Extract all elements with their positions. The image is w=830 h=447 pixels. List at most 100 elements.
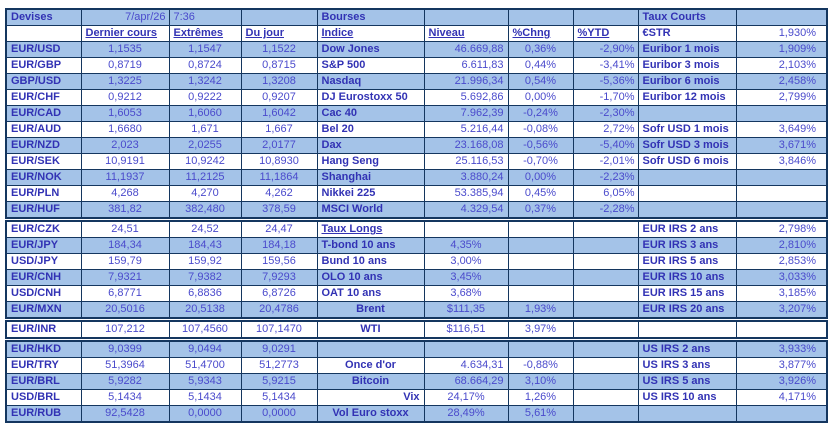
du-jour-value: 1,3208 bbox=[240, 73, 318, 90]
extremes-value: 11,2125 bbox=[168, 169, 242, 186]
pair-label: EUR/TRY bbox=[5, 357, 82, 374]
taux-court-label: Euribor 12 mois bbox=[637, 89, 737, 106]
ytd-value: -2,30% bbox=[572, 105, 639, 122]
dernier-cours-value: 6,8771 bbox=[80, 285, 170, 302]
extremes-value: 0,0000 bbox=[168, 405, 242, 423]
ytd-value: -3,41% bbox=[572, 57, 639, 74]
header-dernier-cours: Dernier cours bbox=[80, 25, 170, 42]
du-jour-value: 7,9293 bbox=[240, 269, 318, 286]
indice-label: OAT 10 ans bbox=[316, 285, 425, 302]
empty-cell bbox=[507, 8, 574, 26]
niveau-value: $111,35 bbox=[423, 301, 509, 320]
data-row: EUR/SEK 10,9191 10,9242 10,8930 Hang Seng 25.… bbox=[5, 153, 828, 170]
empty-cell bbox=[316, 337, 425, 358]
empty-cell bbox=[572, 389, 639, 406]
empty-cell bbox=[507, 269, 574, 286]
data-row: EUR/NOK 11,1937 11,2125 11,1864 Shanghai 3.88… bbox=[5, 169, 828, 186]
empty-cell bbox=[5, 25, 82, 42]
extremes-value: 1,1547 bbox=[168, 41, 242, 58]
empty-cell bbox=[572, 269, 639, 286]
data-row: USD/JPY 159,79 159,92 159,56 Bund 10 ans 3,00… bbox=[5, 253, 828, 270]
pair-label: EUR/PLN bbox=[5, 185, 82, 202]
taux-court-value: 3,926% bbox=[735, 373, 828, 390]
data-row: EUR/GBP 0,8719 0,8724 0,8715 S&P 500 6.611,83… bbox=[5, 57, 828, 74]
data-row: EUR/BRL 5,9282 5,9343 5,9215 Bitcoin 68.664,2… bbox=[5, 373, 828, 390]
indice-label: MSCI World bbox=[316, 201, 425, 220]
extremes-value: 1,6060 bbox=[168, 105, 242, 122]
indice-label: Hang Seng bbox=[316, 153, 425, 170]
niveau-value: 23.168,08 bbox=[423, 137, 509, 154]
taux-court-label: EUR IRS 20 ans bbox=[637, 301, 737, 320]
niveau-value: 68.664,29 bbox=[423, 373, 509, 390]
pair-label: USD/JPY bbox=[5, 253, 82, 270]
pair-label: EUR/MXN bbox=[5, 301, 82, 320]
empty-cell bbox=[735, 169, 828, 186]
niveau-value: 24,17% bbox=[423, 389, 509, 406]
indice-label: T-bond 10 ans bbox=[316, 237, 425, 254]
taux-court-value: 3,207% bbox=[735, 301, 828, 320]
dernier-cours-value: 4,268 bbox=[80, 185, 170, 202]
indice-label: Vix bbox=[316, 389, 425, 406]
du-jour-value: 1,667 bbox=[240, 121, 318, 138]
niveau-value: 3.880,24 bbox=[423, 169, 509, 186]
data-row: GBP/USD 1,3225 1,3242 1,3208 Nasdaq 21.996,34… bbox=[5, 73, 828, 90]
indice-label: Vol Euro stoxx bbox=[316, 405, 425, 423]
dernier-cours-value: 107,212 bbox=[80, 317, 170, 340]
taux-court-value: 3,933% bbox=[735, 337, 828, 358]
pair-label: EUR/NZD bbox=[5, 137, 82, 154]
du-jour-value: 6,8726 bbox=[240, 285, 318, 302]
empty-cell bbox=[423, 217, 509, 238]
estr-label: €STR bbox=[637, 25, 737, 42]
empty-cell bbox=[572, 405, 639, 423]
extremes-value: 6,8836 bbox=[168, 285, 242, 302]
pair-label: EUR/GBP bbox=[5, 57, 82, 74]
dernier-cours-value: 51,3964 bbox=[80, 357, 170, 374]
dernier-cours-value: 1,6680 bbox=[80, 121, 170, 138]
indice-label: Nikkei 225 bbox=[316, 185, 425, 202]
niveau-value: 28,49% bbox=[423, 405, 509, 423]
header-chng: %Chng bbox=[507, 25, 574, 42]
extremes-value: 382,480 bbox=[168, 201, 242, 220]
ytd-value: -2,01% bbox=[572, 153, 639, 170]
extremes-value: 0,8724 bbox=[168, 57, 242, 74]
dernier-cours-value: 1,1535 bbox=[80, 41, 170, 58]
pair-label: EUR/HKD bbox=[5, 337, 82, 358]
time-value: 7:36 bbox=[168, 8, 242, 26]
dernier-cours-value: 5,1434 bbox=[80, 389, 170, 406]
chng-value: 0,37% bbox=[507, 201, 574, 220]
devises-title: Devises bbox=[5, 8, 82, 26]
taux-court-value: 2,853% bbox=[735, 253, 828, 270]
empty-cell bbox=[507, 337, 574, 358]
extremes-value: 5,9343 bbox=[168, 373, 242, 390]
taux-court-label: Sofr USD 1 mois bbox=[637, 121, 737, 138]
taux-court-label: US IRS 3 ans bbox=[637, 357, 737, 374]
chng-value: 0,36% bbox=[507, 41, 574, 58]
extremes-value: 10,9242 bbox=[168, 153, 242, 170]
empty-cell bbox=[507, 253, 574, 270]
niveau-value: 53.385,94 bbox=[423, 185, 509, 202]
empty-cell bbox=[735, 185, 828, 202]
niveau-value: $116,51 bbox=[423, 317, 509, 340]
dernier-cours-value: 2,023 bbox=[80, 137, 170, 154]
indice-label: Bel 20 bbox=[316, 121, 425, 138]
extremes-value: 1,3242 bbox=[168, 73, 242, 90]
empty-cell bbox=[637, 105, 737, 122]
niveau-value: 7.962,39 bbox=[423, 105, 509, 122]
du-jour-value: 9,0291 bbox=[240, 337, 318, 358]
empty-cell bbox=[735, 105, 828, 122]
empty-cell bbox=[735, 317, 828, 340]
taux-court-value: 2,798% bbox=[735, 217, 828, 238]
empty-cell bbox=[572, 253, 639, 270]
chng-value: -0,56% bbox=[507, 137, 574, 154]
data-row: EUR/CZK 24,51 24,52 24,47 Taux Longs EUR IRS … bbox=[5, 217, 828, 238]
indice-label: Bund 10 ans bbox=[316, 253, 425, 270]
header-extremes: Extrêmes bbox=[168, 25, 242, 42]
dernier-cours-value: 11,1937 bbox=[80, 169, 170, 186]
ytd-value: -2,90% bbox=[572, 41, 639, 58]
taux-court-value: 3,846% bbox=[735, 153, 828, 170]
empty-cell bbox=[507, 217, 574, 238]
data-row: EUR/TRY 51,3964 51,4700 51,2773 Once d'or 4.6… bbox=[5, 357, 828, 374]
indice-label: Dax bbox=[316, 137, 425, 154]
taux-court-value: 3,671% bbox=[735, 137, 828, 154]
indice-label: WTI bbox=[316, 317, 425, 340]
